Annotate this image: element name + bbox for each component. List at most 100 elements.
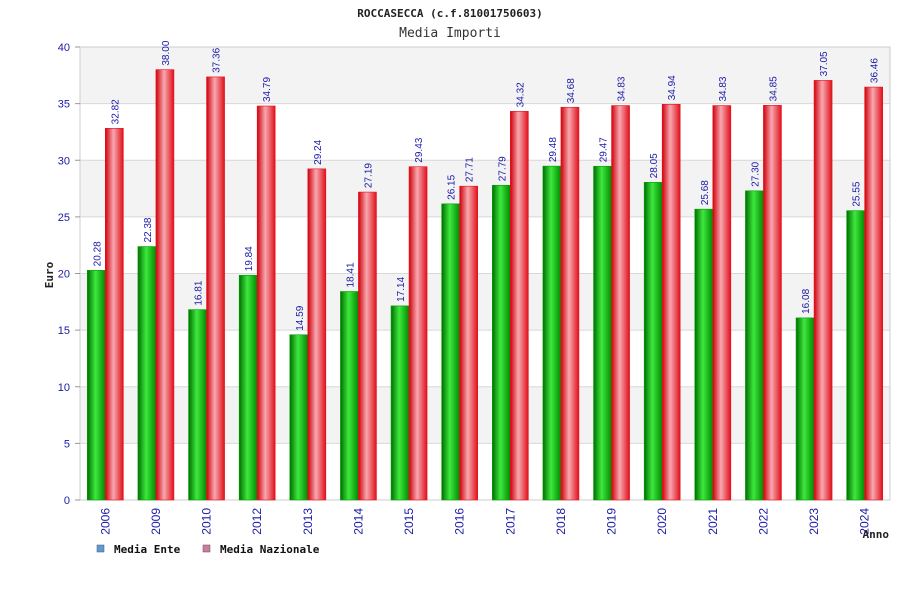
data-label: 29.24 [313, 139, 324, 164]
data-label: 29.47 [599, 137, 610, 162]
bar-media-nazionale [611, 105, 630, 501]
bar-media-ente [694, 208, 714, 501]
y-tick-label: 35 [58, 99, 70, 111]
bar-media-nazionale [408, 166, 428, 501]
bar-media-nazionale [206, 76, 225, 501]
bar-media-ente [441, 203, 460, 501]
x-tick-label: 2012 [250, 508, 264, 535]
bar-media-ente [643, 182, 663, 501]
x-tick-label: 2017 [503, 508, 517, 535]
bar-media-nazionale [510, 111, 529, 501]
bar-media-nazionale [813, 80, 833, 501]
bar-media-ente [238, 275, 258, 501]
data-label: 16.81 [194, 280, 205, 305]
x-tick-label: 2006 [98, 508, 112, 535]
bar-media-ente [745, 190, 764, 501]
data-label: 38.00 [161, 40, 172, 65]
legend-label: Media Nazionale [220, 543, 320, 556]
bar-media-nazionale [661, 104, 681, 501]
x-axis-label: Anno [863, 528, 890, 541]
chart-subtitle: Media Importi [399, 26, 501, 41]
bar-media-nazionale [358, 191, 377, 501]
x-tick-label: 2023 [807, 508, 821, 535]
y-tick-label: 25 [58, 212, 70, 224]
x-tick-label: 2018 [554, 508, 568, 535]
data-label: 34.85 [768, 76, 779, 101]
bar-media-nazionale [307, 168, 327, 501]
bar-media-ente [542, 165, 562, 501]
data-label: 34.94 [667, 75, 678, 100]
data-label: 37.05 [819, 51, 830, 76]
data-labels: 20.28 32.82 22.38 38.00 16.81 37.36 19.84 34.79… [92, 40, 880, 331]
data-label: 34.79 [262, 77, 273, 102]
data-label: 25.55 [852, 181, 863, 206]
x-tick-label: 2019 [605, 508, 619, 535]
chart-title: ROCCASECCA (c.f.81001750603) [357, 7, 542, 20]
bar-media-ente [846, 210, 865, 501]
data-label: 28.05 [649, 153, 660, 178]
data-label: 16.08 [801, 288, 812, 313]
y-tick-label: 10 [58, 382, 70, 394]
bar-media-nazionale [459, 185, 478, 501]
bar-media-ente [492, 184, 511, 501]
y-tick-label: 40 [58, 42, 70, 54]
bar-media-nazionale [560, 106, 580, 501]
data-label: 27.30 [750, 161, 761, 186]
bar-media-nazionale [105, 128, 124, 501]
bar-media-ente [340, 291, 359, 501]
data-label: 20.28 [92, 241, 103, 266]
y-axis-label: Euro [43, 261, 56, 288]
x-tick-label: 2021 [706, 508, 720, 535]
data-label: 29.48 [548, 137, 559, 162]
data-label: 37.36 [212, 47, 223, 72]
data-label: 34.83 [718, 76, 729, 101]
data-label: 27.71 [465, 157, 476, 182]
bar-media-ente [795, 317, 815, 501]
data-label: 34.83 [617, 76, 628, 101]
x-tick-label: 2015 [402, 508, 416, 535]
x-tick-label: 2016 [453, 508, 467, 535]
data-label: 26.15 [447, 174, 458, 199]
x-tick-label: 2009 [149, 508, 163, 535]
data-label: 32.82 [110, 99, 121, 124]
bar-media-ente [289, 334, 309, 501]
bar-media-ente [593, 165, 612, 501]
data-label: 22.38 [143, 217, 154, 242]
y-tick-label: 20 [58, 269, 70, 281]
data-label: 34.68 [566, 78, 577, 103]
legend-label: Media Ente [114, 543, 181, 556]
x-tick-label: 2022 [756, 508, 770, 535]
data-label: 27.79 [497, 156, 508, 181]
data-label: 18.41 [345, 262, 356, 287]
legend-swatch [96, 544, 105, 553]
bar-media-nazionale [864, 86, 883, 501]
legend-swatch [202, 544, 211, 553]
y-tick-label: 5 [64, 438, 70, 450]
bar-media-nazionale [712, 105, 732, 501]
data-label: 14.59 [295, 305, 306, 330]
bar-media-nazionale [155, 69, 175, 501]
bar-media-nazionale [763, 105, 782, 501]
bar-media-ente [390, 305, 410, 501]
bar-media-ente [137, 246, 157, 501]
y-tick-label: 15 [58, 325, 70, 337]
legend: Media Ente Media Nazionale [96, 543, 320, 556]
x-tick-label: 2010 [200, 508, 214, 535]
x-tick-label: 2014 [351, 508, 365, 535]
data-label: 29.43 [414, 137, 425, 162]
x-axis-ticks: 2006 2009 2010 2012 2013 2014 2015 2016 2017 2018… [98, 508, 871, 535]
y-tick-label: 0 [64, 495, 70, 507]
x-tick-label: 2020 [655, 508, 669, 535]
data-label: 19.84 [244, 246, 255, 271]
data-label: 36.46 [870, 58, 881, 83]
bars [87, 69, 883, 501]
data-label: 34.32 [515, 82, 526, 107]
bar-media-ente [87, 270, 106, 501]
data-label: 25.68 [700, 180, 711, 205]
y-tick-label: 30 [58, 155, 70, 167]
bar-media-ente [188, 309, 207, 501]
y-axis-ticks: 0 5 10 15 20 25 30 35 40 [58, 42, 80, 507]
data-label: 27.19 [363, 163, 374, 188]
x-tick-label: 2013 [301, 508, 315, 535]
